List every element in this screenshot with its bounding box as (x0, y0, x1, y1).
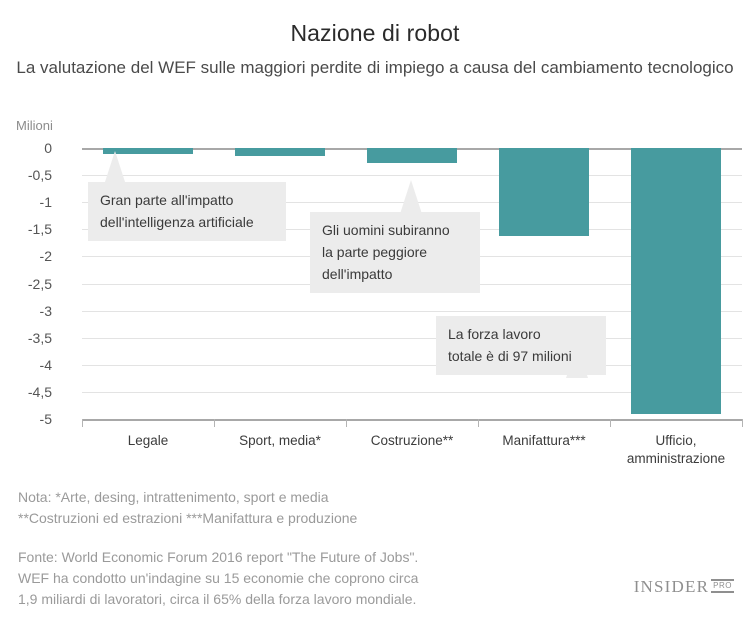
chart-subtitle: La valutazione del WEF sulle maggiori pe… (16, 58, 734, 77)
annotation-pointer (400, 180, 422, 214)
gridline (82, 310, 742, 312)
y-axis-tick-label: -2,5 (27, 275, 52, 292)
bar[interactable] (367, 148, 457, 164)
annotation-callout: Gran parte all'impatto dell'intelligenza… (88, 182, 286, 241)
gridline (82, 175, 742, 177)
logo-pro-badge: PRO (711, 579, 734, 593)
x-axis-tick (346, 419, 347, 427)
y-axis-tick-label: -0,5 (27, 167, 52, 184)
footnote-note: Nota: *Arte, desing, intrattenimento, sp… (18, 489, 358, 526)
x-axis-tick (742, 419, 743, 427)
gridline (82, 391, 742, 393)
logo-wordmark: INSIDER (633, 577, 710, 596)
gridline (82, 337, 742, 339)
x-axis-category-label: Manifattura*** (502, 433, 586, 448)
y-axis-tick-label: 0 (44, 140, 52, 156)
x-axis-tick (214, 419, 215, 427)
x-axis-tick (610, 419, 611, 427)
y-axis-tick-label: -2 (39, 248, 52, 265)
x-axis-category-label: Legale (127, 433, 169, 448)
y-axis-tick-label: -3,5 (27, 329, 52, 346)
y-axis-tick-label: -5 (39, 411, 52, 427)
bar[interactable] (235, 148, 325, 157)
bar[interactable] (631, 148, 721, 414)
chart-footer: Nota: *Arte, desing, intrattenimento, sp… (18, 487, 618, 610)
x-axis-category-label: Costruzione** (370, 433, 454, 448)
y-axis-unit-label: Milioni (16, 118, 53, 133)
plot-area: 0 -0,5 -1 -1,5 -2 -2,5 -3 -3,5 -4 -4,5 -5 Legale Spo… (28, 140, 743, 466)
annotation-callout: La forza lavoro totale è di 97 milioni (436, 316, 606, 375)
x-axis-tick (82, 419, 83, 427)
y-axis-tick-label: -1,5 (27, 221, 52, 238)
gridline (82, 419, 742, 421)
bar[interactable] (103, 148, 193, 154)
x-axis-tick (478, 419, 479, 427)
x-axis-category-label: Ufficio, amministrazione (626, 433, 726, 466)
bar[interactable] (499, 148, 589, 237)
annotation-callout: Gli uomini subiranno la parte peggiore d… (310, 212, 480, 293)
chart-plot-region: Milioni 0 -0,5 -1 -1,5 -2 -2,5 -3 -3,5 -4 -4,5 -5 L… (0, 118, 750, 483)
y-axis-tick-label: -4,5 (27, 383, 52, 400)
x-axis-category-label: Sport, media* (239, 433, 321, 448)
footnote-source: Fonte: World Economic Forum 2016 report … (18, 549, 419, 607)
insider-pro-logo: INSIDER PRO (634, 577, 734, 597)
chart-header: Nazione di robot La valutazione del WEF … (0, 0, 750, 80)
annotation-pointer (104, 151, 126, 185)
y-axis-tick-label: -4 (39, 356, 52, 373)
y-axis-tick-label: -3 (39, 302, 52, 319)
page-title: Nazione di robot (290, 20, 460, 46)
y-axis-tick-label: -1 (39, 194, 52, 211)
gridline (82, 364, 742, 366)
